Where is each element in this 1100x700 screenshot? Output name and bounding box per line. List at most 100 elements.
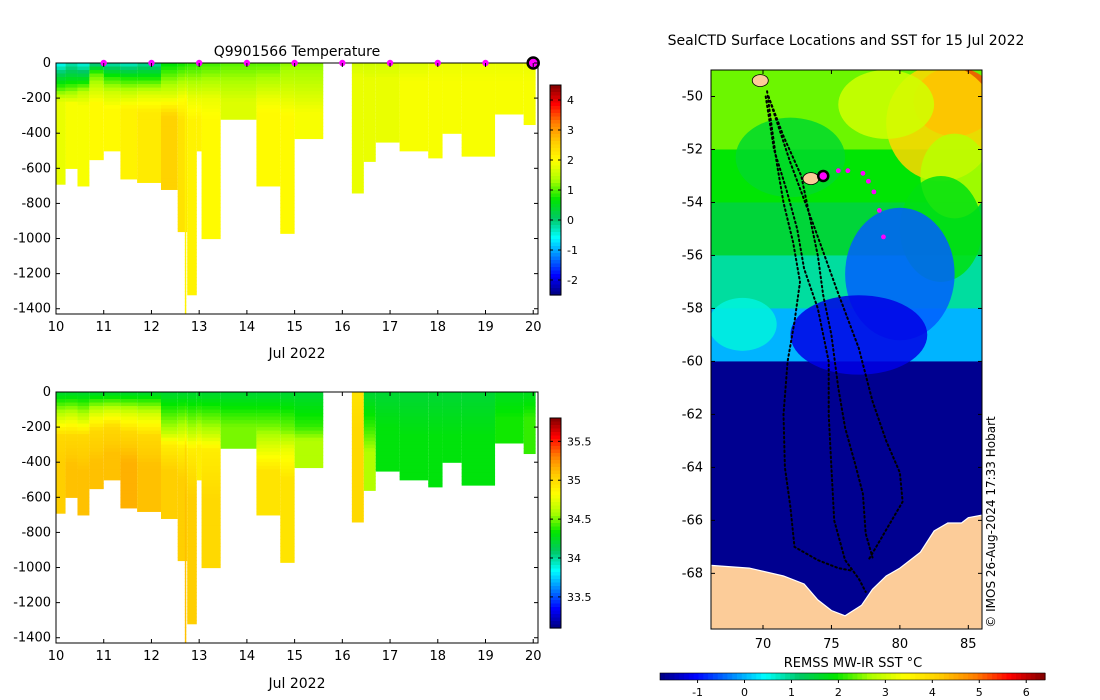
profile-cell xyxy=(77,437,90,442)
profile-cell xyxy=(375,413,400,418)
profile-cell xyxy=(363,150,376,155)
profile-cell xyxy=(201,73,221,78)
profile-cell xyxy=(363,413,376,418)
profile-cell xyxy=(375,101,400,106)
profile-cell xyxy=(375,406,400,411)
profile-cell xyxy=(201,84,221,89)
profile-cell xyxy=(77,98,90,103)
profile-cell xyxy=(351,105,364,110)
profile-cell xyxy=(280,80,295,85)
profile-cell xyxy=(523,122,536,126)
profile-cell xyxy=(280,157,295,162)
profile-cell xyxy=(177,465,188,470)
profile-cell xyxy=(201,224,221,229)
profile-cell xyxy=(256,444,281,449)
profile-cell xyxy=(89,126,104,131)
profile-cell xyxy=(461,416,496,421)
profile-column xyxy=(375,63,400,143)
profile-cell xyxy=(187,235,197,240)
profile-cell xyxy=(201,185,221,190)
profile-cell xyxy=(280,518,295,523)
profile-cell xyxy=(523,399,536,404)
profile-cell xyxy=(375,80,400,85)
colorbar-swatch xyxy=(550,274,561,279)
profile-cell xyxy=(461,63,496,68)
seal-track xyxy=(767,95,874,559)
profile-cell xyxy=(89,94,104,99)
profile-cell xyxy=(351,469,364,474)
profile-cell xyxy=(77,465,90,470)
profile-cell xyxy=(103,87,121,92)
profile-cell xyxy=(523,441,536,446)
profile-cell xyxy=(184,599,187,604)
profile-cell xyxy=(280,402,295,407)
profile-cell xyxy=(177,486,188,491)
profile-cell xyxy=(428,406,443,411)
colorbar-swatch xyxy=(550,109,561,114)
profile-cell xyxy=(160,507,178,512)
profile-cell xyxy=(201,437,221,442)
profile-cell xyxy=(137,493,161,498)
profile-cell xyxy=(201,213,221,219)
profile-cell xyxy=(201,399,221,404)
profile-cell xyxy=(201,112,221,117)
profile-cell xyxy=(77,402,90,407)
profile-cell xyxy=(89,105,104,110)
profile-cell xyxy=(65,101,78,106)
profile-cell xyxy=(461,455,496,460)
profile-cell xyxy=(196,140,202,145)
profile-cell xyxy=(399,147,429,152)
colorbar-swatch xyxy=(688,673,695,680)
profile-cell xyxy=(56,465,66,470)
profile-cell xyxy=(187,164,197,169)
profile-cell xyxy=(65,77,78,82)
profile-cell xyxy=(363,80,376,85)
profile-cell xyxy=(201,430,221,435)
profile-cell xyxy=(280,224,295,229)
profile-cell xyxy=(77,392,90,397)
profile-cell xyxy=(184,249,187,254)
profile-cell xyxy=(196,402,202,407)
x-tick-label: 11 xyxy=(95,649,112,664)
profile-cell xyxy=(428,84,443,89)
x-tick-label: 16 xyxy=(334,320,351,335)
profile-cell xyxy=(177,406,188,411)
profile-cell xyxy=(201,472,221,477)
colorbar-swatch xyxy=(852,673,858,680)
colorbar-swatch xyxy=(732,673,738,680)
sst-map-panel: SealCTD Surface Locations and SST for 15… xyxy=(659,33,1046,699)
profile-cell xyxy=(137,423,161,428)
profile-column xyxy=(187,392,197,625)
profile-cell xyxy=(201,80,221,85)
colorbar-swatch xyxy=(550,554,561,559)
profile-cell xyxy=(280,66,295,71)
profile-cell xyxy=(428,73,443,78)
profile-cell xyxy=(280,98,295,103)
profile-cell xyxy=(137,140,161,145)
profile-cell xyxy=(177,423,188,428)
profile-cell xyxy=(196,420,202,425)
profile-cell xyxy=(177,112,188,117)
colorbar-swatch xyxy=(550,120,561,125)
profile-cell xyxy=(103,147,121,152)
colorbar-swatch xyxy=(751,673,757,680)
profile-cell xyxy=(137,175,161,180)
profile-cell xyxy=(375,437,400,442)
profile-cell xyxy=(184,500,187,505)
profile-cell xyxy=(103,392,121,397)
profile-cell xyxy=(351,493,364,498)
profile-cell xyxy=(294,63,324,68)
profile-cell xyxy=(160,497,178,502)
profile-cell xyxy=(280,101,295,106)
profile-cell xyxy=(187,609,197,614)
profile-cell xyxy=(461,430,496,435)
profile-cell xyxy=(351,91,364,96)
profile-cell xyxy=(461,66,496,71)
profile-cell xyxy=(351,420,364,425)
profile-cell xyxy=(280,192,295,197)
profile-cell xyxy=(184,564,187,569)
y-tick-label: -600 xyxy=(21,161,51,176)
profile-cell xyxy=(77,154,90,159)
profile-cell xyxy=(184,630,187,635)
profile-cell xyxy=(280,476,295,481)
